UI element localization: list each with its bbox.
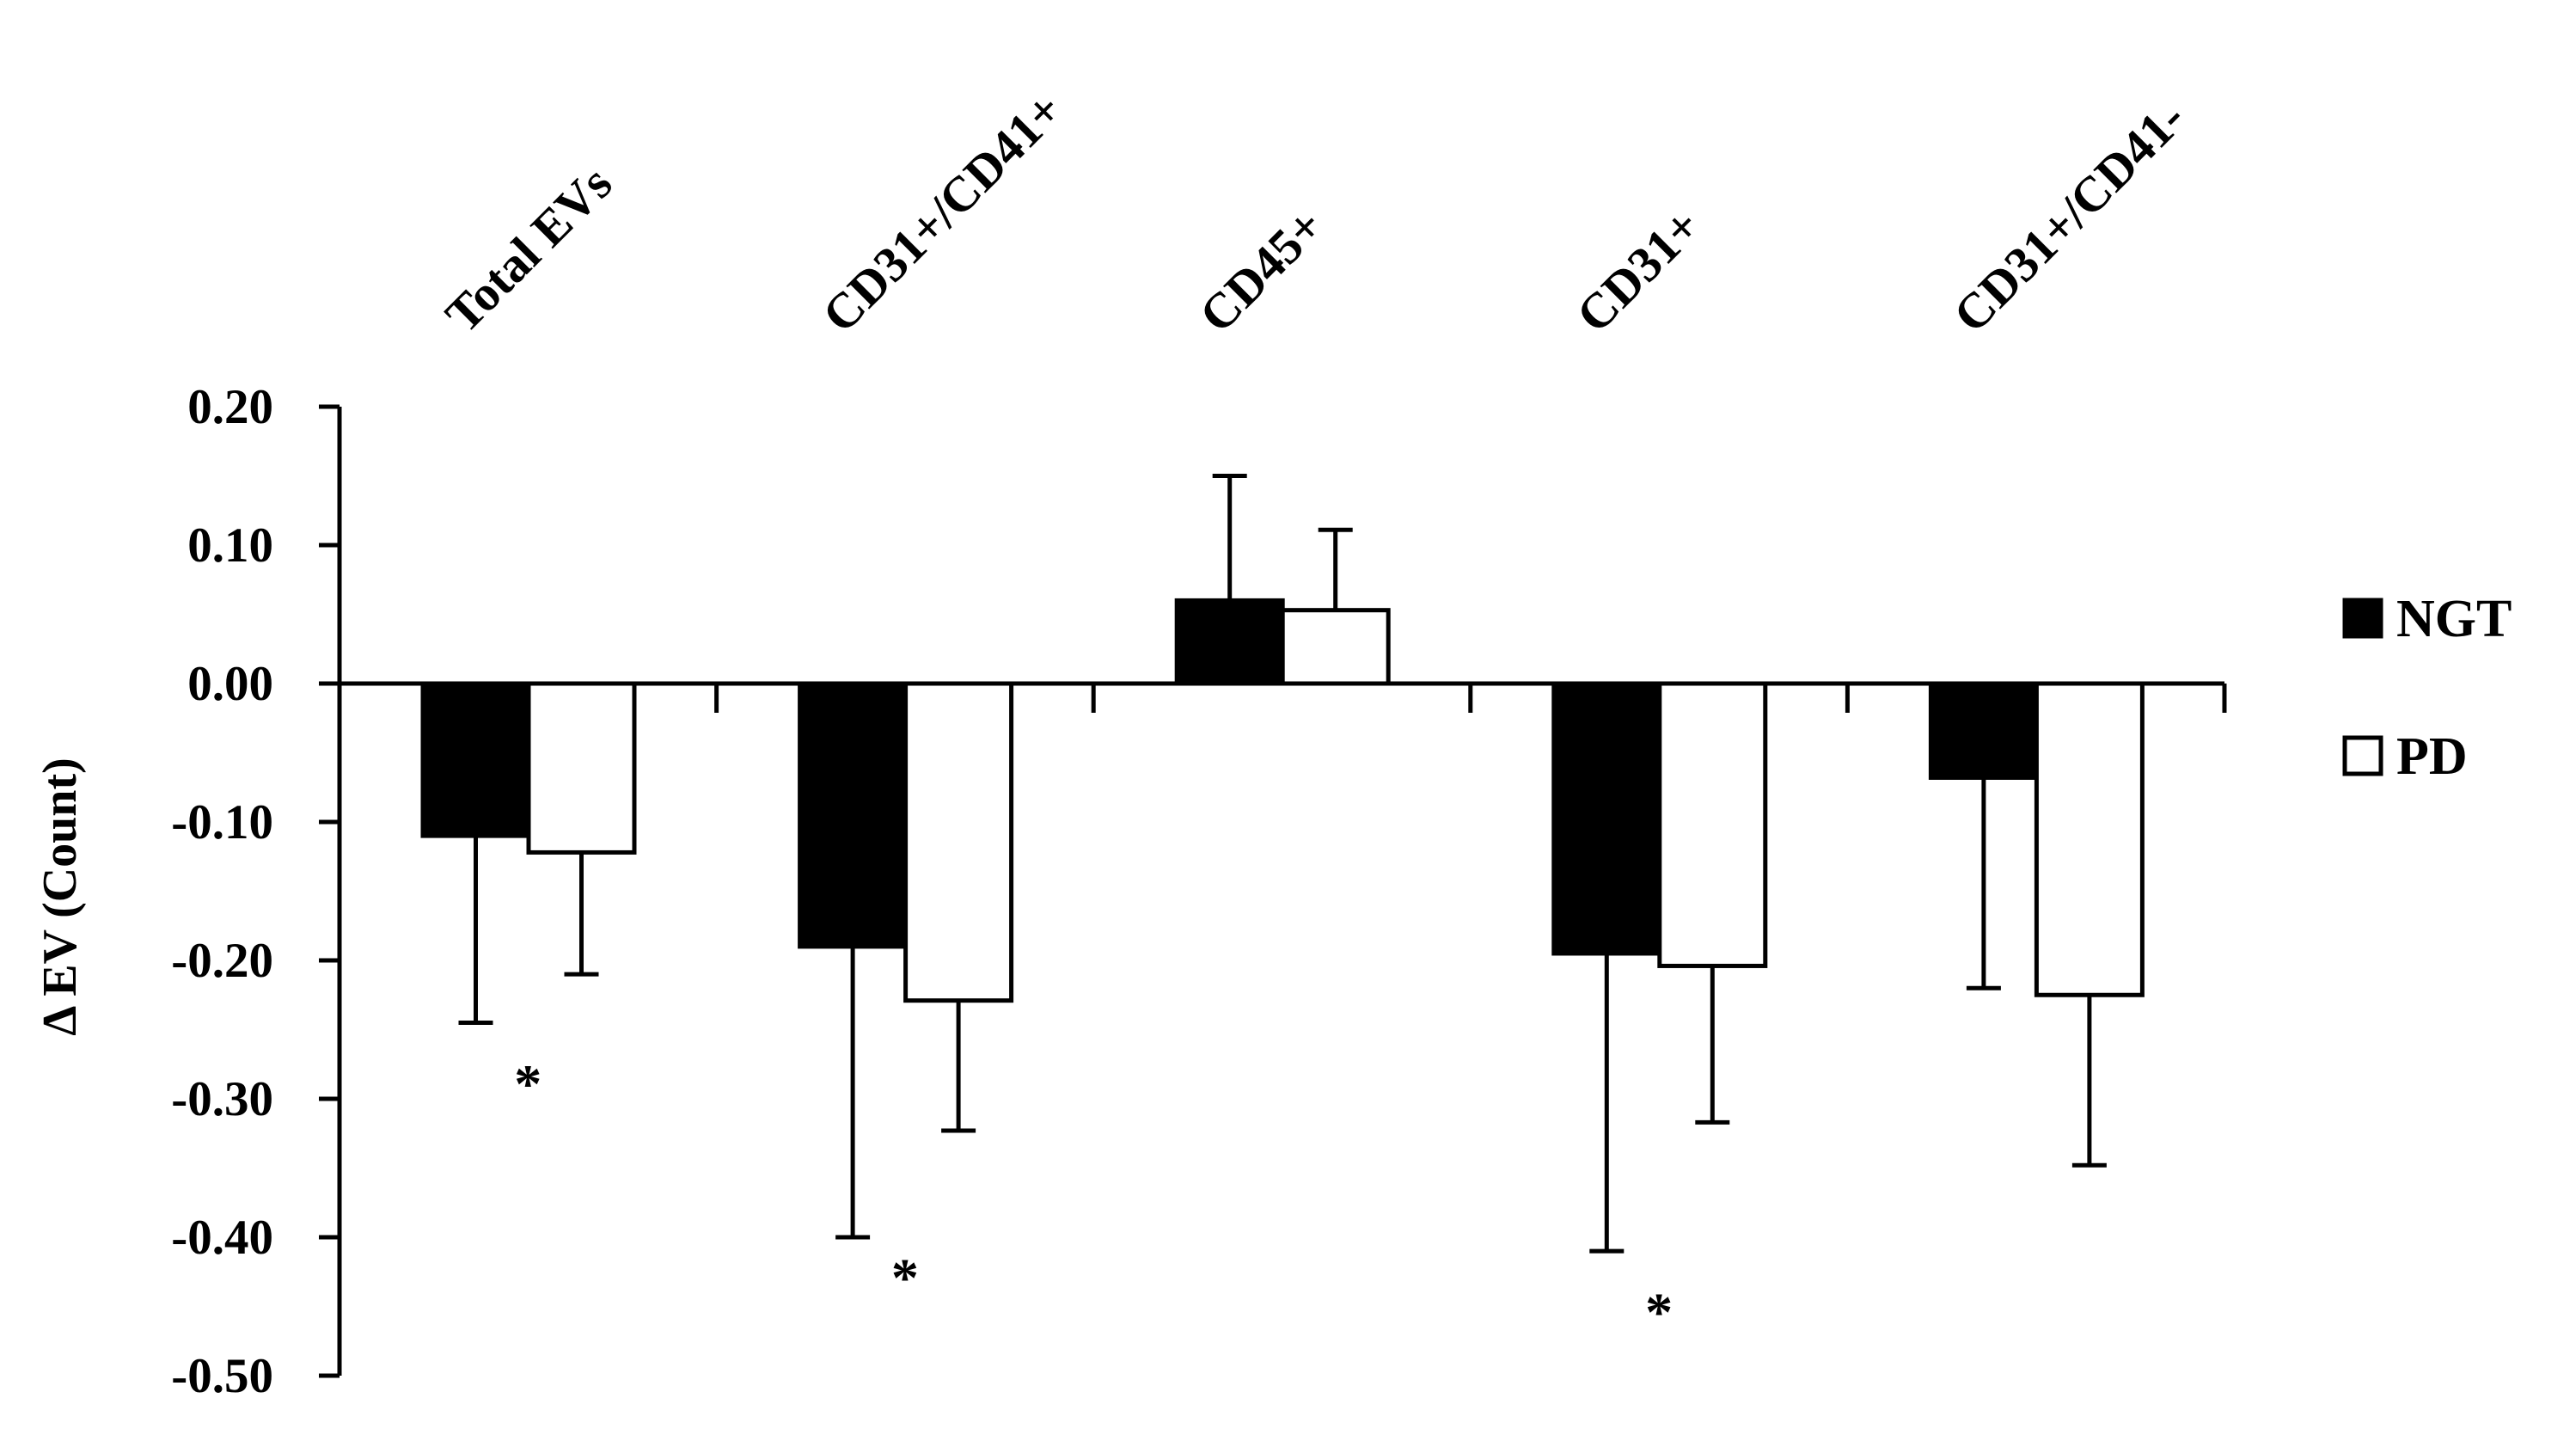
bar-ngt — [1551, 681, 1662, 956]
significance-asterisk: * — [891, 1247, 919, 1308]
bar-pd — [903, 681, 1014, 1003]
legend: NGT PD — [2342, 590, 2512, 786]
y-tick-label: -0.10 — [171, 795, 273, 849]
bars — [420, 598, 2145, 1003]
bar-pd — [1657, 681, 1768, 968]
significance-asterisk: * — [1645, 1282, 1673, 1343]
significance-asterisk: * — [514, 1053, 542, 1114]
y-tick-label: -0.40 — [171, 1211, 273, 1265]
y-tick-label: -0.20 — [171, 934, 273, 988]
legend-label-ngt: NGT — [2396, 590, 2512, 648]
y-axis-label: Δ EV (Count) — [34, 757, 87, 1035]
y-tick-label: 0.00 — [187, 657, 273, 711]
bar-ngt — [1928, 681, 2039, 780]
bar-pd — [526, 681, 637, 855]
legend-swatch-ngt — [2342, 598, 2383, 639]
category-label: CD31+/CD41- — [1943, 89, 2196, 343]
y-tick-label: 0.10 — [187, 518, 273, 573]
y-tick-label: -0.30 — [171, 1072, 273, 1126]
y-axis: 0.20 0.10 0.00 -0.10 -0.20 -0.30 -0.40 -0.50 — [171, 380, 342, 1403]
bar-pd — [1280, 608, 1391, 686]
y-tick-label: -0.50 — [171, 1349, 273, 1403]
category-label: CD31+/CD41+ — [811, 82, 1074, 344]
bar-ngt — [1174, 598, 1285, 686]
y-tick-label: 0.20 — [187, 380, 273, 434]
category-labels: Total EVs CD31+/CD41+ CD45+ CD31+ CD31+/CD41… — [435, 82, 2196, 344]
bar-ngt — [798, 681, 909, 949]
category-label: CD45+ — [1189, 198, 1335, 344]
legend-swatch-pd — [2342, 735, 2383, 776]
error-bars — [458, 474, 2107, 1254]
bar-pd — [2034, 681, 2145, 997]
category-label: CD31+ — [1565, 198, 1711, 344]
legend-label-pd: PD — [2396, 727, 2468, 786]
significance-markers: * * * — [514, 1053, 1673, 1343]
category-label: Total EVs — [435, 155, 623, 343]
x-axis — [340, 681, 2227, 713]
bar-ngt — [420, 681, 531, 838]
